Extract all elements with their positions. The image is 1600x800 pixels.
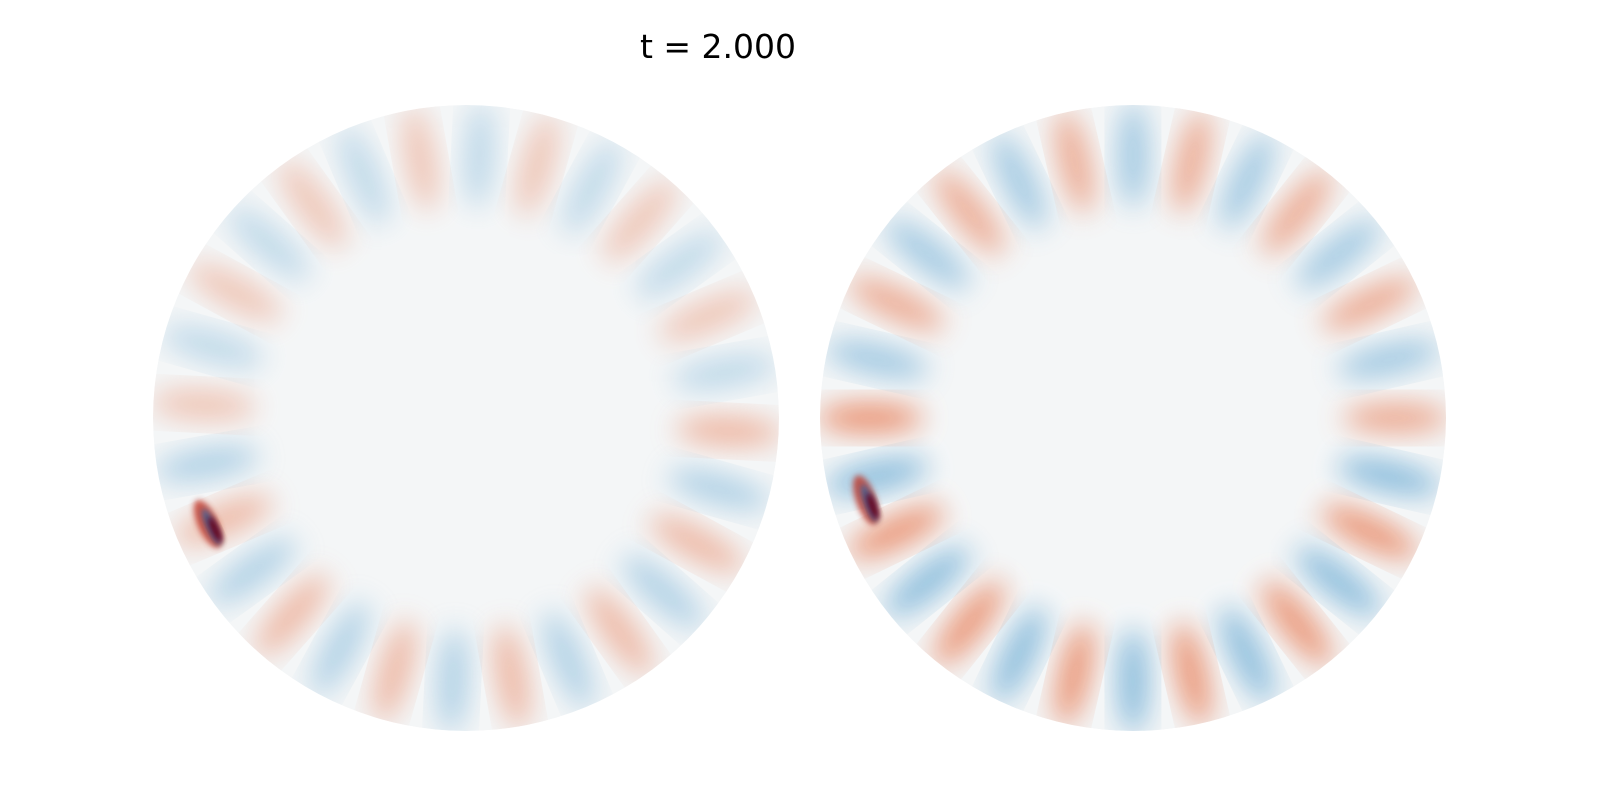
field-spot — [866, 492, 879, 520]
field-lobe — [1261, 581, 1332, 667]
field-lobe — [1173, 622, 1210, 727]
field-lobe — [1342, 403, 1446, 433]
field-lobe — [208, 538, 297, 605]
field-lobe — [279, 160, 346, 249]
field-lobe — [586, 587, 653, 676]
field-lobe — [153, 390, 257, 420]
field-spot — [208, 516, 222, 543]
field-lobe — [820, 403, 924, 433]
field-lobe — [174, 495, 274, 545]
field-lobe — [1220, 132, 1274, 230]
field-lobe — [992, 132, 1046, 230]
field-lobe — [517, 113, 558, 217]
field-lobe — [658, 291, 758, 341]
field-lobe — [934, 169, 1005, 255]
field-lobe — [161, 326, 265, 367]
field-lobe — [543, 610, 593, 710]
field-lobe — [649, 515, 745, 573]
field-lobe — [438, 627, 468, 731]
field-lobe — [884, 546, 970, 617]
field-lobe — [667, 469, 771, 510]
field-lobe — [603, 179, 677, 262]
field-lobe — [1296, 219, 1382, 290]
field-lobe — [255, 574, 329, 657]
field-lobe — [1337, 341, 1442, 378]
field-lobe — [635, 231, 724, 298]
field-disk-right — [820, 105, 1446, 731]
field-lobe — [884, 219, 970, 290]
field-lobe — [1220, 606, 1274, 704]
field-lobe — [672, 355, 778, 390]
field-lobe — [847, 505, 945, 559]
field-lobe — [339, 126, 389, 226]
field-lobe — [563, 139, 621, 235]
figure-title: t = 2.000 — [640, 27, 796, 66]
field-lobe — [464, 105, 494, 209]
field-lobe — [847, 277, 945, 331]
disk-background — [820, 105, 1446, 731]
field-lobe — [311, 601, 369, 697]
field-lobe — [494, 624, 529, 730]
field-lobe — [187, 263, 283, 321]
field-lobe — [934, 581, 1005, 667]
field-lobe — [675, 416, 779, 446]
field-lobe — [1118, 105, 1148, 209]
field-lobe — [154, 446, 260, 481]
field-lobe — [622, 555, 705, 629]
field-lobe — [824, 458, 929, 495]
field-lobe — [992, 606, 1046, 704]
field-lobe — [1321, 277, 1419, 331]
field-lobe — [403, 106, 438, 212]
field-lobe — [1337, 458, 1442, 495]
disk-background — [153, 105, 779, 731]
field-lobe — [1056, 622, 1093, 727]
field-lobe — [1118, 627, 1148, 731]
field-lobe — [1261, 169, 1332, 255]
field-disk-left — [153, 105, 779, 731]
field-lobe — [1296, 546, 1382, 617]
field-lobe — [1056, 109, 1093, 214]
field-lobe — [824, 341, 929, 378]
field-lobe — [1321, 505, 1419, 559]
field-lobe — [374, 619, 415, 723]
field-lobe — [1173, 109, 1210, 214]
field-lobe — [227, 207, 310, 281]
